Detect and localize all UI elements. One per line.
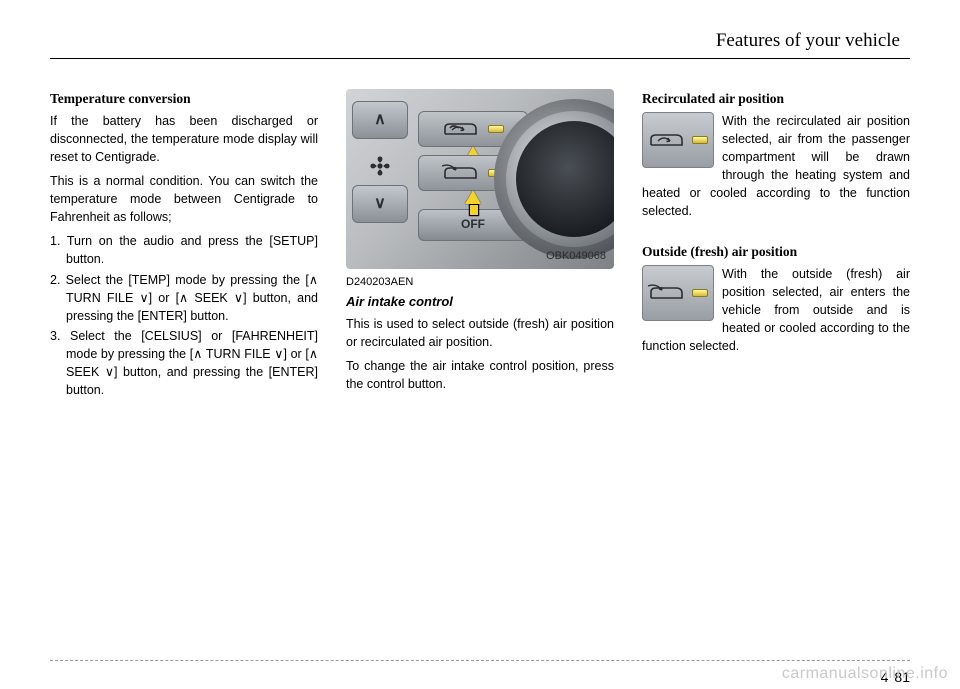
section-code: D240203AEN [346, 275, 614, 291]
temp-conversion-li2: 2. Select the [TEMP] mode by pressing th… [50, 271, 318, 325]
fresh-block: With the outside (fresh) air position se… [642, 265, 910, 356]
temp-conversion-li1: 1. Turn on the audio and press the [SETU… [50, 232, 318, 268]
led-indicator [692, 136, 708, 144]
fresh-air-icon [442, 164, 480, 182]
temp-conversion-p1: If the battery has been discharged or di… [50, 112, 318, 166]
air-intake-figure: ∧ ∨ [346, 89, 614, 269]
temp-conversion-li3: 3. Select the [CELSIUS] or [FAHRENHEIT] … [50, 327, 318, 400]
watermark: carmanualsonline.info [782, 665, 948, 683]
highlight-arrow-icon [465, 190, 481, 204]
fan-down-button: ∨ [352, 185, 408, 223]
temp-conversion-heading: Temperature conversion [50, 89, 318, 109]
column-2: ∧ ∨ [346, 89, 614, 405]
air-intake-p1: This is used to select outside (fresh) a… [346, 315, 614, 351]
recirculate-icon [648, 131, 686, 149]
led-indicator [692, 289, 708, 297]
fan-controls: ∧ ∨ [352, 101, 408, 231]
fan-up-button: ∧ [352, 101, 408, 139]
fresh-heading: Outside (fresh) air position [642, 242, 910, 262]
air-intake-heading: Air intake control [346, 293, 614, 312]
led-indicator [488, 125, 504, 133]
air-intake-p2: To change the air intake control positio… [346, 357, 614, 393]
recirculate-icon [442, 120, 480, 138]
column-1: Temperature conversion If the battery ha… [50, 89, 318, 405]
fresh-air-icon [648, 284, 686, 302]
header-rule [50, 58, 910, 59]
page-header: Features of your vehicle [50, 30, 910, 52]
fresh-mini-icon [642, 265, 714, 321]
temp-conversion-p2: This is a normal condition. You can swit… [50, 172, 318, 226]
figure-code: OBK049068 [546, 249, 606, 265]
recirc-heading: Recirculated air position [642, 89, 910, 109]
column-3: Recirculated air position With the recir… [642, 89, 910, 405]
content-columns: Temperature conversion If the battery ha… [50, 89, 910, 405]
fan-icon [352, 147, 408, 185]
recirc-block: With the recirculated air position selec… [642, 112, 910, 221]
recirc-mini-icon [642, 112, 714, 168]
temp-conversion-list: 1. Turn on the audio and press the [SETU… [50, 232, 318, 399]
